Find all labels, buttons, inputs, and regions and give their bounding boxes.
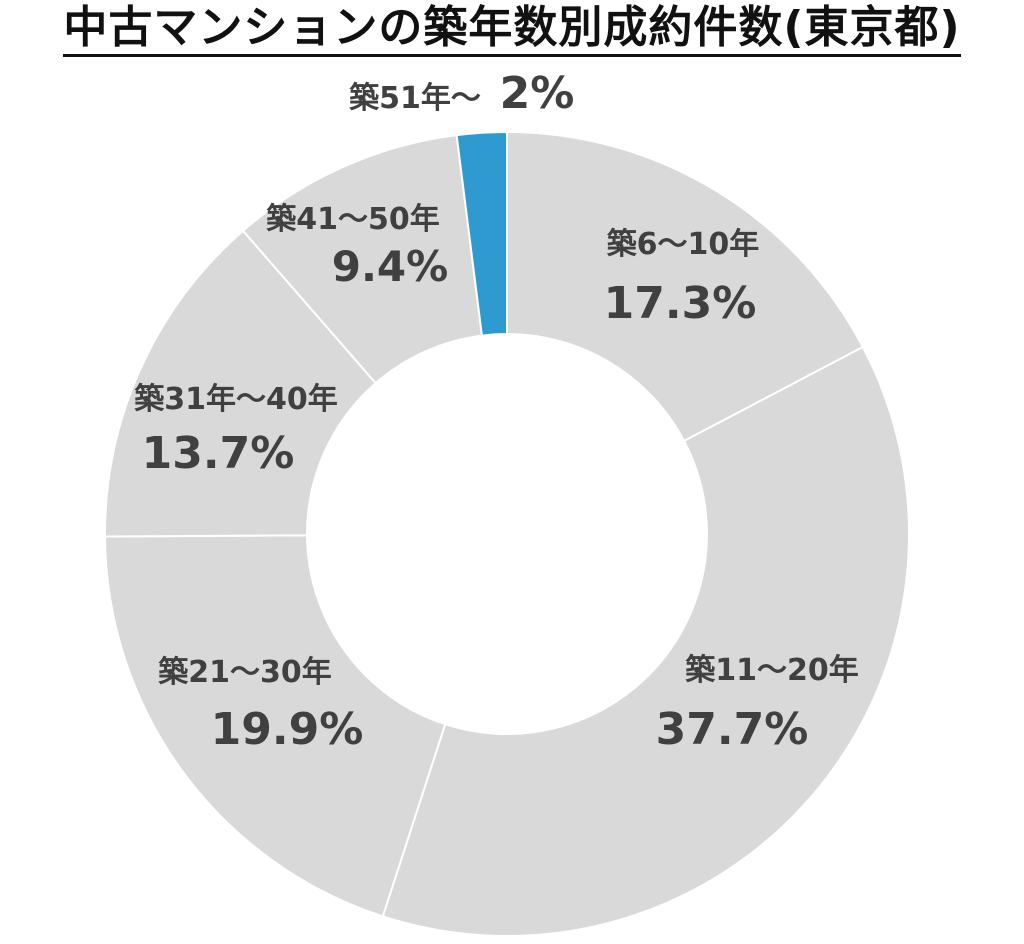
donut-labels: 築6～10年 17.3% 築11～20年 37.7% 築21～30年 19.9% 築31年～… xyxy=(134,68,859,755)
donut-slice-2 xyxy=(381,345,910,937)
value-label-5: 9.4% xyxy=(332,242,448,291)
category-label-2: 築11～20年 xyxy=(685,653,859,688)
donut-slice-6 xyxy=(455,130,508,337)
value-label-4: 13.7% xyxy=(142,428,295,479)
category-label-6: 築51年～ xyxy=(349,81,481,116)
donut-slice-1 xyxy=(506,130,865,443)
value-label-2: 37.7% xyxy=(656,704,809,755)
category-label-3: 築21～30年 xyxy=(158,655,332,690)
donut-slices xyxy=(104,130,910,937)
chart-title: 中古マンションの築年数別成約件数(東京都) xyxy=(0,2,1024,57)
chart-title-text: 中古マンションの築年数別成約件数(東京都) xyxy=(63,2,961,57)
category-label-1: 築6～10年 xyxy=(607,227,760,262)
category-label-4: 築31年～40年 xyxy=(134,382,338,417)
value-label-3: 19.9% xyxy=(211,704,364,755)
value-label-1: 17.3% xyxy=(604,278,757,329)
category-label-5: 築41～50年 xyxy=(266,202,440,237)
donut-slice-3 xyxy=(104,534,447,918)
donut-slice-4 xyxy=(104,229,378,538)
value-label-6: 2% xyxy=(500,68,575,119)
